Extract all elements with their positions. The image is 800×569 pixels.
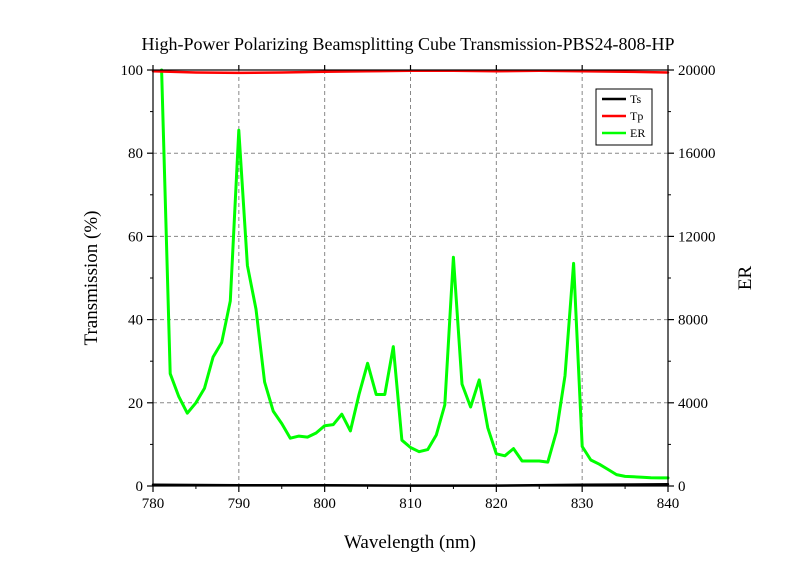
y2-axis-ticks: 0 4000 8000 12000 16000 20000 [668,63,716,495]
legend-label-ts: Ts [630,92,641,106]
y2-tick-label: 20000 [678,63,716,79]
chart-title: High-Power Polarizing Beamsplitting Cube… [141,34,674,54]
x-axis-ticks: 780 790 800 810 820 830 840 [142,65,680,512]
x-tick-label: 810 [399,496,422,512]
y-axis-title: Transmission (%) [81,211,102,346]
y2-tick-label: 12000 [678,229,716,245]
series-line-er [160,68,670,480]
x-tick-label: 830 [571,496,594,512]
x-tick-label: 780 [142,496,165,512]
y2-tick-label: 4000 [678,396,708,412]
x-tick-label: 820 [485,496,508,512]
legend-label-tp: Tp [630,109,643,123]
x-tick-label: 840 [657,496,680,512]
x-tick-label: 790 [228,496,251,512]
x-axis-title: Wavelength (nm) [344,532,476,553]
x-tick-label: 800 [313,496,336,512]
y2-tick-label: 16000 [678,146,716,162]
y2-axis-title: ER [735,266,756,291]
y-tick-label: 80 [128,146,143,162]
y-tick-label: 60 [128,229,143,245]
legend: Ts Tp ER [595,88,653,146]
series-line-tp [151,69,670,75]
y-axis-ticks: 0 20 40 60 80 100 [121,63,153,495]
y-tick-label: 20 [128,396,143,412]
legend-label-er: ER [630,126,645,140]
y-tick-label: 40 [128,313,143,329]
y2-tick-label: 8000 [678,313,708,329]
y-tick-label: 100 [121,63,144,79]
y-tick-label: 0 [136,479,144,495]
y2-tick-label: 0 [678,479,686,495]
